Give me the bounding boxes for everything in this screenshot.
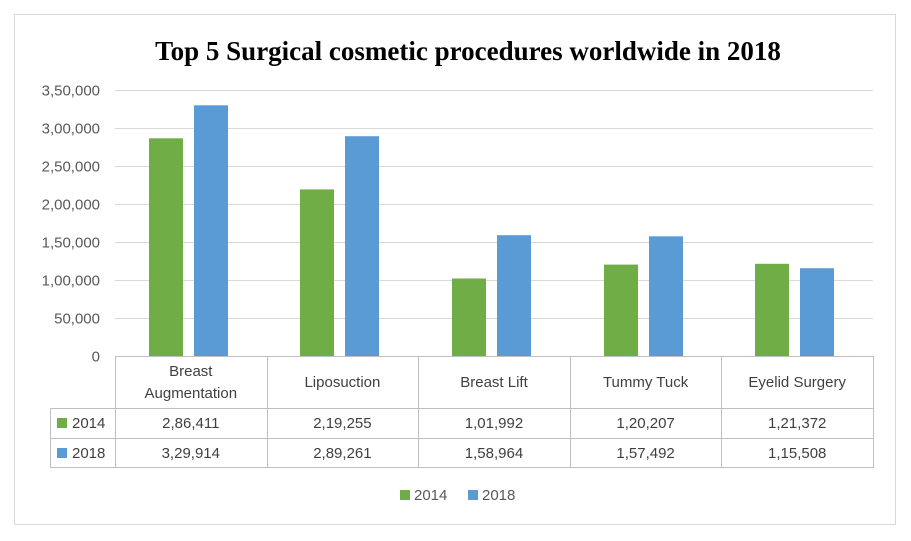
category-label: Eyelid Surgery [748, 374, 846, 391]
category-label: Liposuction [304, 374, 380, 391]
table-cell: 1,57,492 [616, 445, 674, 462]
bar-2018 [649, 236, 683, 356]
table-legend-key-2014 [57, 418, 67, 428]
bar-2014 [452, 278, 486, 356]
bars [149, 105, 834, 356]
bar-2014 [149, 138, 183, 356]
y-tick-label: 0 [92, 349, 100, 366]
table-cell: 2,89,261 [313, 445, 371, 462]
table-cell: 2,19,255 [313, 415, 371, 432]
bar-2014 [755, 263, 789, 356]
category-label: Tummy Tuck [603, 374, 689, 391]
chart-title: Top 5 Surgical cosmetic procedures world… [155, 36, 781, 66]
y-tick-label: 2,50,000 [42, 159, 100, 176]
table-series-label: 2018 [72, 445, 105, 462]
table-cell: 1,01,992 [465, 415, 523, 432]
table-cell: 1,21,372 [768, 415, 826, 432]
category-label: Augmentation [145, 385, 238, 402]
category-label: Breast [169, 363, 213, 380]
table-series-label: 2014 [72, 415, 105, 432]
y-tick-label: 50,000 [54, 311, 100, 328]
legend-label: 2018 [482, 487, 515, 504]
table-cell: 1,58,964 [465, 445, 523, 462]
y-tick-label: 3,50,000 [42, 83, 100, 100]
y-tick-label: 3,00,000 [42, 121, 100, 138]
category-label: Breast Lift [460, 374, 528, 391]
legend-swatch-2018 [468, 490, 478, 500]
table-cell: 1,20,207 [616, 415, 674, 432]
bar-2014 [300, 189, 334, 356]
legend-swatch-2014 [400, 490, 410, 500]
y-axis-ticks: 0 50,000 1,00,000 1,50,000 2,00,000 2,50,000 3… [42, 83, 100, 366]
bar-2018 [345, 136, 379, 356]
y-tick-label: 1,50,000 [42, 235, 100, 252]
bar-2018 [800, 268, 834, 356]
bar-2014 [604, 264, 638, 356]
table-cell: 1,15,508 [768, 445, 826, 462]
y-tick-label: 2,00,000 [42, 197, 100, 214]
table-cell: 3,29,914 [162, 445, 220, 462]
data-table: Breast Augmentation Liposuction Breast Lift… [50, 356, 874, 468]
legend: 2014 2018 [400, 487, 515, 504]
legend-label: 2014 [414, 487, 447, 504]
table-legend-key-2018 [57, 448, 67, 458]
gridlines [115, 90, 873, 319]
table-cell: 2,86,411 [162, 415, 219, 432]
bar-2018 [497, 235, 531, 356]
y-tick-label: 1,00,000 [42, 273, 100, 290]
bar-2018 [194, 105, 228, 356]
